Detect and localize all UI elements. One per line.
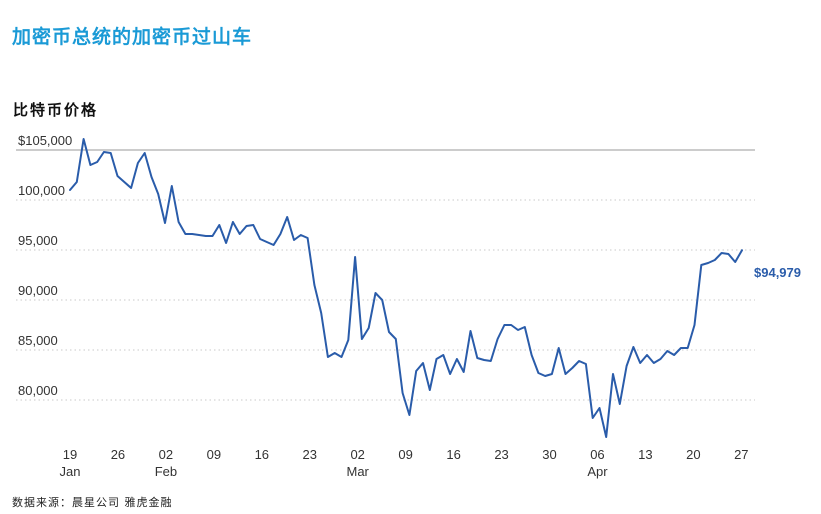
x-tick-label: 13: [638, 447, 652, 462]
y-axis-labels: $105,000 100,000 95,000 90,000 85,000 80,000: [18, 133, 72, 398]
y-tick-label: $105,000: [18, 133, 72, 148]
x-month-label: Feb: [155, 464, 177, 479]
x-tick-label: 23: [494, 447, 508, 462]
x-tick-label: 26: [111, 447, 125, 462]
price-line: [69, 138, 743, 438]
x-tick-label: 02: [350, 447, 364, 462]
y-tick-label: 90,000: [18, 283, 58, 298]
last-price-label: $94,979: [754, 265, 801, 280]
chart-title: 比特币价格: [13, 101, 99, 119]
x-tick-label: 16: [255, 447, 269, 462]
x-tick-label: 27: [734, 447, 748, 462]
y-tick-label: 80,000: [18, 383, 58, 398]
x-tick-label: 09: [398, 447, 412, 462]
x-tick-label: 16: [446, 447, 460, 462]
headline: 加密币总统的加密币过山车: [12, 26, 253, 48]
x-tick-label: 09: [207, 447, 221, 462]
y-tick-label: 85,000: [18, 333, 58, 348]
x-month-label: Apr: [587, 464, 608, 479]
x-tick-label: 02: [159, 447, 173, 462]
x-tick-label: 20: [686, 447, 700, 462]
x-tick-label: 23: [303, 447, 317, 462]
x-tick-label: 19: [63, 447, 77, 462]
price-chart: $105,000100,00095,00090,00085,00080,000 …: [16, 133, 801, 479]
x-month-label: Jan: [60, 464, 81, 479]
x-axis-labels: 19 Jan 26 02 Feb 09 16 23 02 Mar 09 16 23 30 06 Apr 13 20…: [60, 447, 749, 479]
x-tick-label: 06: [590, 447, 604, 462]
source-note: 数据来源：晨星公司 雅虎金融: [12, 496, 173, 509]
y-tick-label: 100,000: [18, 183, 65, 198]
grid-lines: [16, 149, 755, 401]
x-tick-label: 30: [542, 447, 556, 462]
x-month-label: Mar: [347, 464, 370, 479]
y-tick-label: 95,000: [18, 233, 58, 248]
